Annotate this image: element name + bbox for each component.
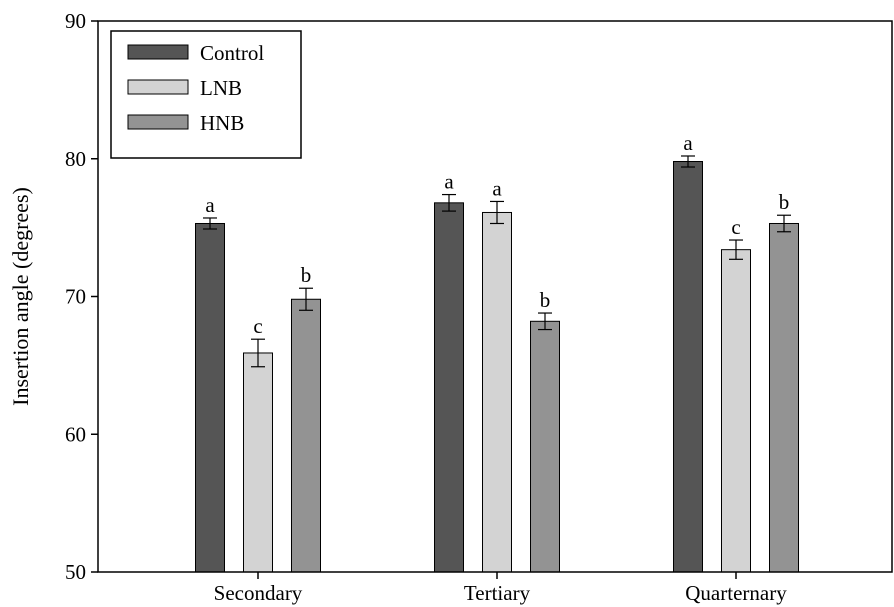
significance-label-1-1: a <box>492 176 502 200</box>
bar-0-0 <box>195 222 225 573</box>
x-tick-label-2: Quarternary <box>685 581 787 605</box>
significance-label-1-2: b <box>540 288 551 312</box>
significance-label-2-2: b <box>779 190 790 214</box>
bar-2-2 <box>769 222 799 573</box>
significance-label-0-0: a <box>205 193 215 217</box>
bar-2-0 <box>673 161 703 573</box>
significance-label-1-0: a <box>444 170 454 194</box>
significance-label-2-0: a <box>683 131 693 155</box>
legend-label-0: Control <box>200 41 264 65</box>
y-axis-title: Insertion angle (degrees) <box>8 187 33 406</box>
legend-swatch-2 <box>127 114 189 130</box>
x-tick-label-0: Secondary <box>214 581 303 605</box>
legend-label-2: HNB <box>200 111 244 135</box>
bar-1-2 <box>530 320 560 573</box>
legend-swatch-1 <box>127 79 189 95</box>
x-axis: Secondary Tertiary Quarternary <box>214 572 787 605</box>
x-tick-label-1: Tertiary <box>464 581 531 605</box>
significance-label-2-1: c <box>731 215 740 239</box>
bar-1-0 <box>434 202 464 573</box>
chart-marks: a c b a a b a c b <box>195 131 799 573</box>
bar-0-2 <box>291 298 321 573</box>
y-tick-label-0: 50 <box>65 560 86 584</box>
y-tick-label-4: 90 <box>65 9 86 33</box>
y-axis: 50 60 70 80 90 <box>65 9 98 584</box>
significance-label-0-2: b <box>301 263 312 287</box>
y-tick-label-1: 60 <box>65 422 86 446</box>
legend-swatch-0 <box>127 44 189 60</box>
bar-2-1 <box>721 249 751 573</box>
y-tick-label-3: 80 <box>65 147 86 171</box>
significance-label-0-1: c <box>253 314 262 338</box>
bar-0-1 <box>243 352 273 573</box>
bar-1-1 <box>482 211 512 573</box>
y-tick-label-2: 70 <box>65 285 86 309</box>
legend: Control LNB HNB <box>110 30 302 159</box>
legend-label-1: LNB <box>200 76 242 100</box>
